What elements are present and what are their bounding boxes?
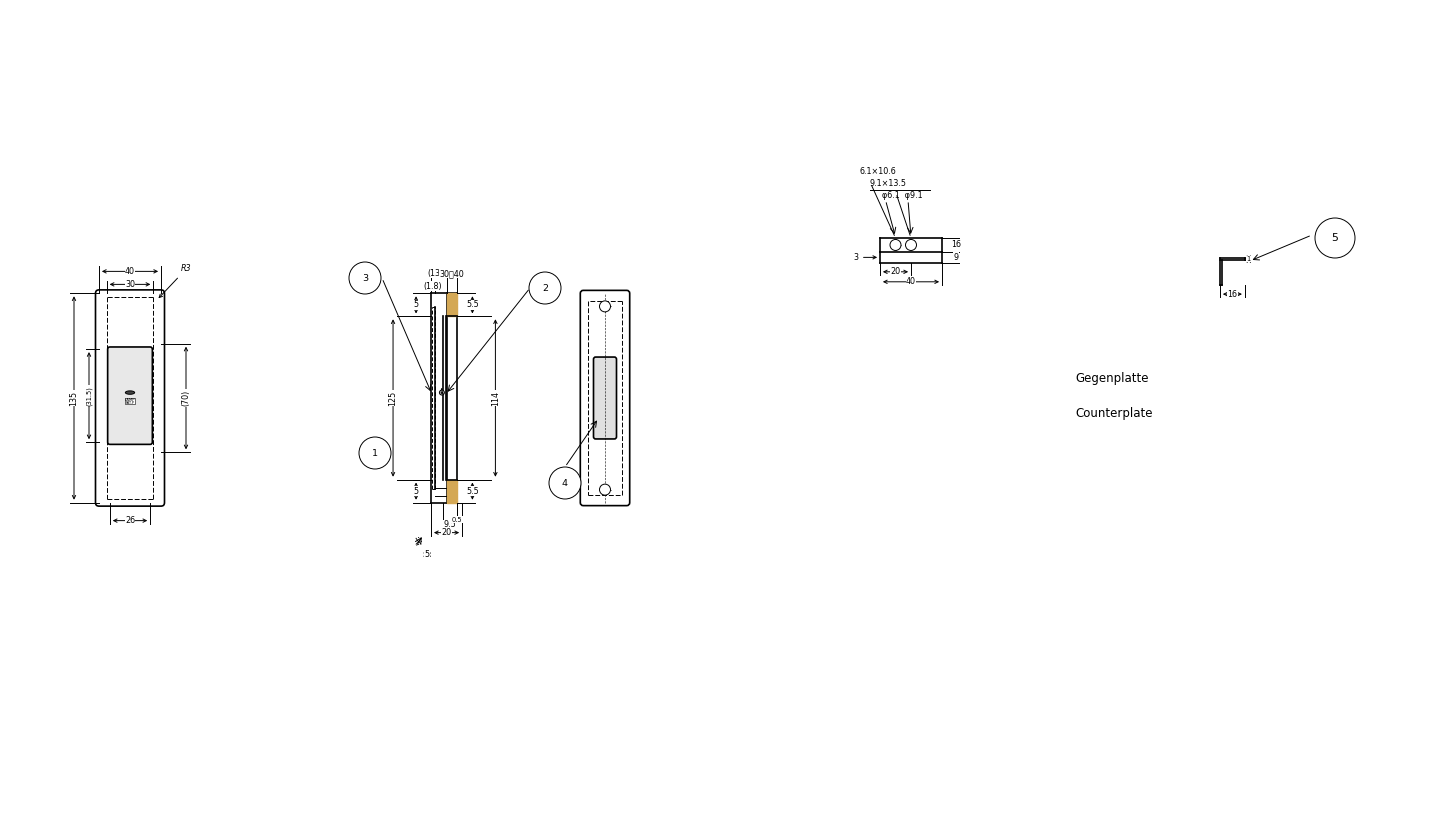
Circle shape (906, 240, 916, 250)
Circle shape (529, 272, 561, 304)
Text: φ6.1  φ9.1: φ6.1 φ9.1 (881, 191, 922, 200)
Text: (31.5): (31.5) (85, 385, 92, 406)
Text: LAMP: LAMP (124, 398, 136, 402)
Text: 9.1×13.5: 9.1×13.5 (870, 179, 907, 188)
Text: 114: 114 (491, 390, 500, 406)
Text: (13.5): (13.5) (426, 269, 451, 278)
Text: 3: 3 (853, 253, 876, 262)
Text: 16: 16 (951, 241, 961, 250)
Text: 1: 1 (1247, 256, 1251, 262)
Circle shape (1315, 218, 1355, 258)
Text: 5.5: 5.5 (467, 300, 478, 310)
FancyBboxPatch shape (95, 290, 165, 506)
Circle shape (439, 390, 445, 395)
Text: 5.5: 5.5 (467, 487, 478, 496)
Text: 9: 9 (954, 253, 958, 262)
Text: 125: 125 (389, 390, 397, 406)
Text: 40: 40 (126, 267, 134, 276)
Text: 5: 5 (413, 300, 419, 310)
Text: 9.5: 9.5 (444, 520, 457, 529)
Text: 20: 20 (890, 267, 900, 276)
Text: 16: 16 (1227, 289, 1237, 298)
Circle shape (358, 437, 392, 469)
Text: 30: 30 (126, 280, 134, 289)
Circle shape (600, 301, 610, 312)
Text: ※: ※ (413, 537, 423, 546)
Text: PAT.P: PAT.P (126, 402, 134, 406)
Text: R3: R3 (159, 264, 192, 298)
Text: 6.1×10.6: 6.1×10.6 (860, 167, 897, 176)
Circle shape (549, 467, 581, 499)
Text: 1: 1 (371, 449, 379, 458)
Text: Gegenplatte: Gegenplatte (1075, 372, 1149, 385)
FancyBboxPatch shape (594, 357, 617, 439)
Text: 135: 135 (69, 390, 78, 406)
Circle shape (600, 484, 610, 495)
Text: 5: 5 (1331, 233, 1338, 243)
Circle shape (350, 262, 381, 294)
FancyBboxPatch shape (107, 347, 152, 445)
Text: 2: 2 (542, 284, 548, 293)
Text: 5: 5 (413, 487, 419, 496)
Circle shape (890, 240, 902, 250)
Bar (124, 398, 136, 404)
Text: (70): (70) (182, 390, 191, 406)
Text: 20: 20 (442, 528, 452, 537)
Text: 4: 4 (562, 479, 568, 488)
Text: Counterplate: Counterplate (1075, 406, 1153, 420)
Text: (1.8): (1.8) (423, 282, 442, 291)
FancyBboxPatch shape (581, 290, 630, 506)
Text: 3: 3 (361, 273, 368, 282)
Text: 0.5: 0.5 (452, 516, 462, 523)
Text: 26: 26 (124, 516, 134, 525)
Text: 30～40: 30～40 (439, 269, 464, 278)
Text: 40: 40 (906, 277, 916, 286)
Text: 5: 5 (425, 550, 429, 559)
Ellipse shape (126, 391, 134, 394)
